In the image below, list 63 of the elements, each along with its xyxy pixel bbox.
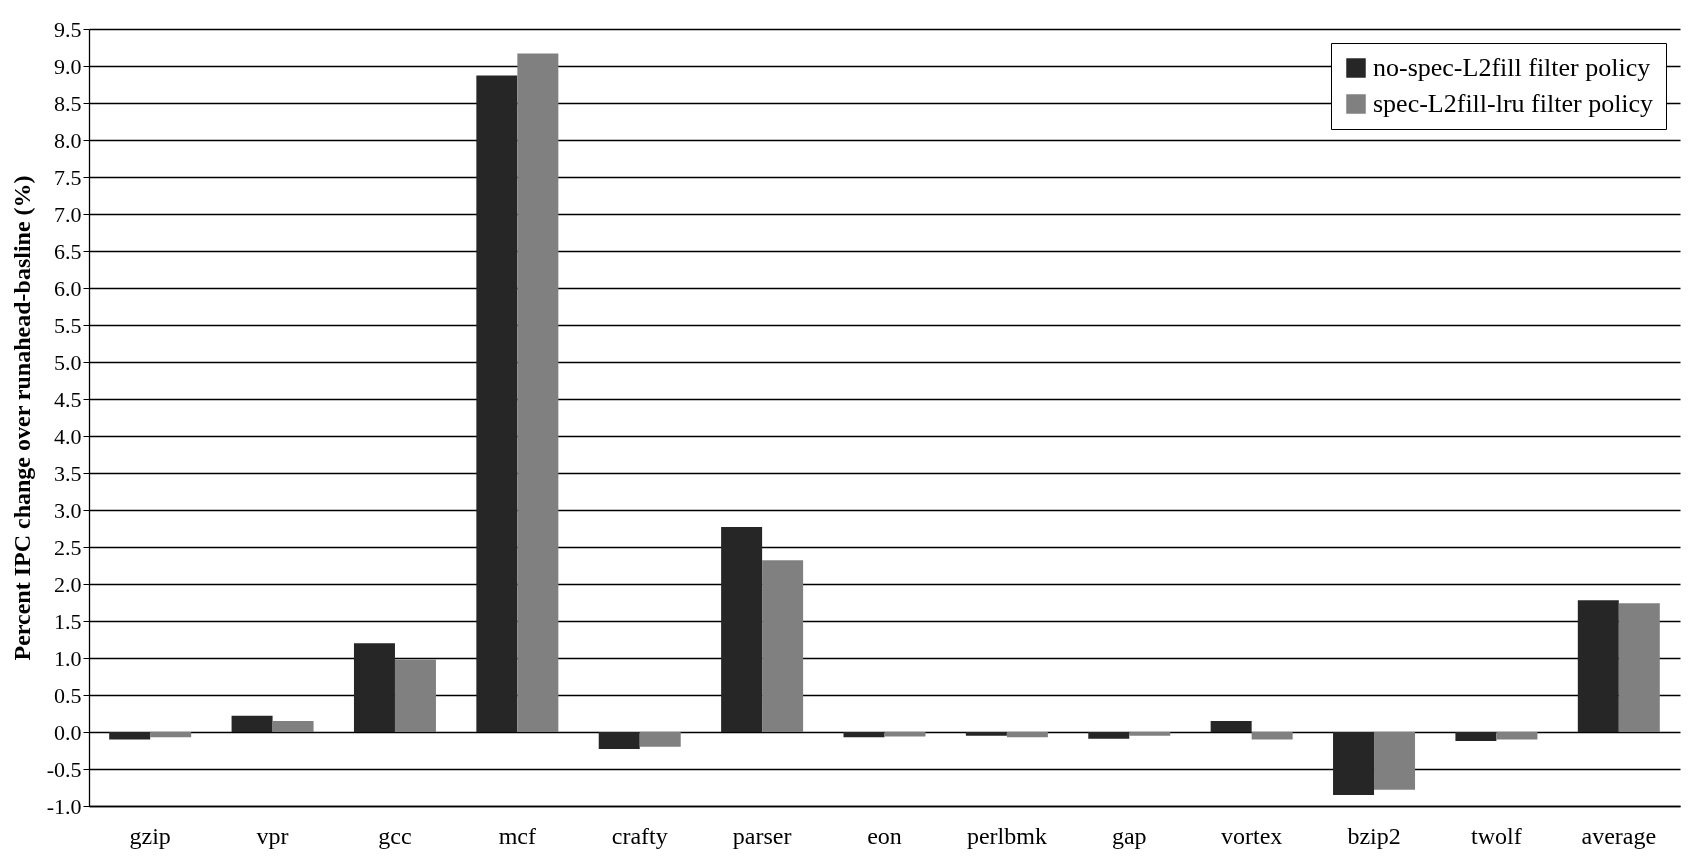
bar <box>1006 732 1048 738</box>
x-tick-label: average <box>1581 822 1657 849</box>
bar <box>150 732 192 738</box>
x-tick-label: perlbmk <box>966 822 1047 849</box>
x-tick-label: twolf <box>1471 822 1522 849</box>
legend-label: no-spec-L2fill filter policy <box>1373 53 1651 82</box>
y-tick-label: 1.0 <box>54 645 82 671</box>
bar <box>1374 732 1416 790</box>
bar <box>639 732 681 747</box>
bar <box>1210 720 1252 732</box>
x-tick-label: bzip2 <box>1347 822 1401 849</box>
bar <box>1129 732 1171 736</box>
y-tick-label: 0.0 <box>54 719 82 745</box>
bar <box>1251 732 1293 740</box>
bar <box>1618 603 1660 732</box>
y-axis-title: Percent IPC change over runahead-basline (%) <box>8 175 35 661</box>
bar <box>1496 732 1538 740</box>
bar <box>843 732 885 738</box>
y-tick-label: 3.5 <box>54 460 82 486</box>
y-tick-label: 2.5 <box>54 534 82 560</box>
x-tick-label: gzip <box>129 822 171 849</box>
bar <box>476 75 518 732</box>
bar <box>394 659 436 732</box>
x-tick-label: eon <box>867 822 902 849</box>
y-tick-label: -1.0 <box>46 793 82 819</box>
y-tick-label: 3.0 <box>54 497 82 523</box>
y-tick-label: 4.5 <box>54 386 82 412</box>
bar <box>517 53 559 732</box>
y-tick-label: 0.5 <box>54 682 82 708</box>
bar <box>721 527 763 732</box>
y-tick-label: 4.0 <box>54 423 82 449</box>
y-tick-label: 7.5 <box>54 164 82 190</box>
bar <box>1577 600 1619 732</box>
bar <box>598 732 640 750</box>
y-tick-label: 6.0 <box>54 275 82 301</box>
y-tick-label: -0.5 <box>46 756 82 782</box>
y-tick-label: 8.5 <box>54 90 82 116</box>
y-tick-label: 5.0 <box>54 349 82 375</box>
legend-label: spec-L2fill-lru filter policy <box>1373 89 1654 118</box>
y-tick-label: 5.5 <box>54 312 82 338</box>
y-tick-label: 1.5 <box>54 608 82 634</box>
bar <box>1088 732 1130 739</box>
y-tick-label: 7.0 <box>54 201 82 227</box>
x-tick-label: gcc <box>378 822 412 849</box>
bar <box>231 715 273 732</box>
bar <box>965 732 1007 736</box>
x-tick-label: gap <box>1111 822 1147 849</box>
x-tick-label: vpr <box>256 822 289 849</box>
x-tick-label: vortex <box>1221 822 1283 849</box>
y-tick-label: 9.5 <box>54 16 82 42</box>
y-tick-label: 8.0 <box>54 127 82 153</box>
bar <box>1333 732 1375 795</box>
y-tick-label: 6.5 <box>54 238 82 264</box>
y-tick-label: 2.0 <box>54 571 82 597</box>
bar <box>353 643 395 732</box>
x-tick-label: crafty <box>611 822 668 849</box>
y-tick-label: 9.0 <box>54 53 82 79</box>
bar <box>272 720 314 732</box>
x-tick-label: mcf <box>498 822 537 849</box>
bar <box>762 560 804 732</box>
bar <box>109 732 151 740</box>
x-tick-label: parser <box>732 822 792 849</box>
bar <box>1455 732 1497 741</box>
